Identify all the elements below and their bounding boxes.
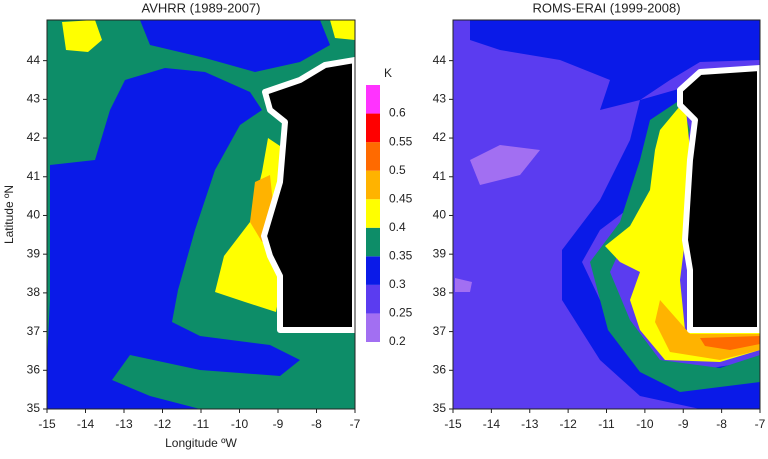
y-tick-label: 42: [27, 130, 41, 144]
panel-title: ROMS-ERAI (1999-2008): [532, 0, 680, 15]
y-tick-label: 40: [433, 208, 447, 222]
x-tick-label: -12: [559, 417, 577, 431]
y-tick-label: 41: [433, 169, 447, 183]
x-tick-label: -7: [755, 417, 766, 431]
x-tick-label: -10: [636, 417, 654, 431]
panel-title: AVHRR (1989-2007): [142, 0, 261, 15]
colorbar-swatch: [366, 142, 380, 171]
x-tick-label: -11: [598, 417, 615, 431]
colorbar-swatch: [366, 284, 380, 314]
colorbar-tick-label: 0.35: [389, 249, 413, 263]
field-region: [62, 20, 102, 52]
x-tick-label: -13: [115, 417, 133, 431]
field-region: [47, 68, 300, 409]
y-tick-label: 36: [27, 362, 41, 376]
x-tick-label: -9: [273, 417, 284, 431]
colorbar-swatch: [366, 199, 380, 228]
x-tick-label: -15: [444, 417, 462, 431]
field-region: [470, 20, 760, 110]
field-region: [140, 20, 330, 72]
colorbar-swatch: [366, 85, 380, 114]
x-tick-label: -7: [350, 417, 361, 431]
x-tick-label: -11: [193, 417, 210, 431]
field-region: [605, 100, 760, 362]
y-tick-label: 44: [433, 53, 447, 67]
y-tick-label: 35: [27, 401, 41, 415]
field-region: [700, 336, 760, 350]
y-tick-label: 43: [433, 92, 447, 106]
x-tick-label: -8: [716, 417, 727, 431]
colorbar-swatch: [366, 170, 380, 200]
colorbar-swatch: [366, 113, 380, 143]
colorbar-tick-label: 0.45: [389, 191, 413, 205]
x-tick-label: -13: [521, 417, 539, 431]
y-tick-label: 43: [27, 92, 41, 106]
colorbar-tick-label: 0.3: [389, 277, 406, 291]
y-tick-label: 40: [27, 208, 41, 222]
colorbar-tick-label: 0.2: [389, 334, 406, 348]
y-tick-label: 39: [27, 246, 41, 260]
x-tick-label: -14: [483, 417, 501, 431]
x-tick-label: -15: [38, 417, 56, 431]
colorbar-swatch: [366, 256, 380, 285]
colorbar-swatch: [366, 227, 380, 257]
field-region: [470, 145, 540, 185]
colorbar-swatch: [366, 313, 380, 342]
y-tick-label: 44: [27, 53, 41, 67]
x-tick-label: -9: [678, 417, 689, 431]
colorbar-tick-label: 0.5: [389, 163, 406, 177]
colorbar-tick-label: 0.25: [389, 306, 413, 320]
x-tick-label: -14: [77, 417, 95, 431]
colorbar-tick-label: 0.4: [389, 220, 406, 234]
colorbar-tick-label: 0.55: [389, 134, 413, 148]
y-tick-label: 37: [433, 324, 447, 338]
x-tick-label: -8: [311, 417, 322, 431]
y-tick-label: 41: [27, 169, 41, 183]
y-tick-label: 36: [433, 362, 447, 376]
y-tick-label: 37: [27, 324, 41, 338]
field-right: [453, 20, 760, 409]
y-tick-label: 39: [433, 246, 447, 260]
field-region: [330, 20, 355, 40]
field-region: [455, 278, 472, 292]
x-tick-label: -10: [231, 417, 249, 431]
colorbar-tick-label: 0.6: [389, 106, 406, 120]
y-tick-label: 38: [27, 285, 41, 299]
y-axis-label: Latitude ºN: [2, 185, 16, 244]
y-tick-label: 35: [433, 401, 447, 415]
x-axis-label: Longitude ºW: [165, 436, 237, 450]
field-left: [47, 20, 355, 409]
colorbar-title: K: [384, 66, 392, 80]
y-tick-label: 38: [433, 285, 447, 299]
x-tick-label: -12: [154, 417, 172, 431]
y-tick-label: 42: [433, 130, 447, 144]
